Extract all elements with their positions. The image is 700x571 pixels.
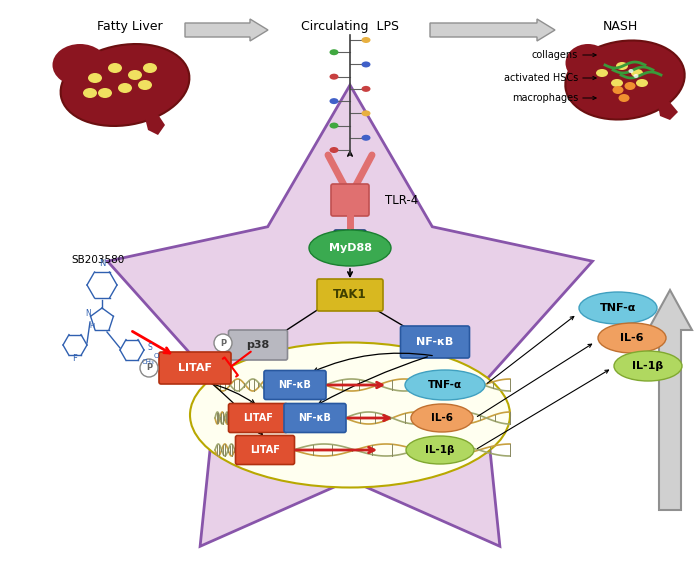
Ellipse shape — [52, 44, 108, 86]
Ellipse shape — [629, 69, 634, 73]
FancyBboxPatch shape — [228, 404, 288, 432]
FancyBboxPatch shape — [317, 279, 383, 311]
Ellipse shape — [214, 334, 232, 352]
Ellipse shape — [616, 62, 628, 70]
Text: LITAF: LITAF — [178, 363, 212, 373]
Ellipse shape — [614, 351, 682, 381]
Text: Circulating  LPS: Circulating LPS — [301, 20, 399, 33]
Ellipse shape — [624, 82, 636, 90]
Ellipse shape — [598, 323, 666, 353]
Text: p38: p38 — [246, 340, 270, 350]
Ellipse shape — [566, 44, 610, 82]
Ellipse shape — [190, 343, 510, 488]
Ellipse shape — [118, 83, 132, 93]
Ellipse shape — [361, 37, 370, 43]
Ellipse shape — [108, 63, 122, 73]
Text: TNF-α: TNF-α — [428, 380, 462, 390]
FancyArrow shape — [430, 19, 555, 41]
Text: MyD88: MyD88 — [328, 243, 372, 253]
Ellipse shape — [612, 86, 624, 94]
Ellipse shape — [143, 63, 157, 73]
Ellipse shape — [619, 94, 629, 102]
FancyBboxPatch shape — [331, 184, 369, 216]
Ellipse shape — [128, 70, 142, 80]
FancyBboxPatch shape — [400, 326, 470, 358]
Ellipse shape — [88, 73, 102, 83]
Ellipse shape — [361, 86, 370, 92]
Text: TAK1: TAK1 — [333, 288, 367, 301]
Ellipse shape — [61, 44, 190, 126]
Ellipse shape — [596, 69, 608, 77]
Text: NASH: NASH — [603, 20, 638, 33]
FancyBboxPatch shape — [334, 230, 350, 250]
Ellipse shape — [411, 404, 473, 432]
Text: LITAF: LITAF — [250, 445, 280, 455]
Ellipse shape — [330, 123, 339, 128]
Text: LITAF: LITAF — [243, 413, 273, 423]
Text: IL-6: IL-6 — [620, 333, 644, 343]
Text: TNF-α: TNF-α — [600, 303, 636, 313]
Text: collagens: collagens — [532, 50, 578, 60]
Ellipse shape — [361, 135, 370, 141]
Text: IL-1β: IL-1β — [632, 361, 664, 371]
Polygon shape — [108, 85, 592, 546]
Polygon shape — [145, 110, 165, 135]
Ellipse shape — [361, 110, 370, 116]
Text: Fatty Liver: Fatty Liver — [97, 20, 163, 33]
Text: N: N — [99, 259, 105, 268]
Ellipse shape — [138, 80, 152, 90]
Ellipse shape — [330, 98, 339, 104]
Ellipse shape — [566, 41, 685, 119]
Text: macrophages: macrophages — [512, 93, 578, 103]
FancyBboxPatch shape — [350, 230, 366, 250]
Ellipse shape — [330, 74, 339, 80]
Ellipse shape — [611, 79, 623, 87]
Text: NF-κB: NF-κB — [416, 337, 454, 347]
Text: NF-κB: NF-κB — [279, 380, 312, 390]
Ellipse shape — [405, 370, 485, 400]
FancyArrow shape — [185, 19, 268, 41]
FancyBboxPatch shape — [264, 371, 326, 400]
Ellipse shape — [330, 49, 339, 55]
Polygon shape — [658, 100, 678, 120]
Ellipse shape — [83, 88, 97, 98]
Ellipse shape — [631, 69, 643, 77]
Text: P: P — [146, 364, 152, 372]
Ellipse shape — [309, 230, 391, 266]
Ellipse shape — [406, 436, 474, 464]
FancyBboxPatch shape — [235, 436, 295, 464]
Ellipse shape — [98, 88, 112, 98]
FancyArrow shape — [648, 290, 692, 510]
Text: O: O — [154, 353, 160, 359]
Ellipse shape — [330, 147, 339, 153]
FancyBboxPatch shape — [228, 330, 288, 360]
Text: IL-1β: IL-1β — [426, 445, 455, 455]
Ellipse shape — [634, 74, 638, 78]
Ellipse shape — [579, 292, 657, 324]
Text: H: H — [90, 323, 95, 329]
Ellipse shape — [361, 62, 370, 67]
Text: NF-κB: NF-κB — [299, 413, 331, 423]
Text: P: P — [220, 339, 226, 348]
Ellipse shape — [636, 79, 648, 87]
Text: F: F — [73, 354, 78, 363]
Text: TLR-4: TLR-4 — [385, 194, 419, 207]
Text: SB203580: SB203580 — [71, 255, 125, 265]
FancyBboxPatch shape — [159, 352, 231, 384]
Text: CH₃: CH₃ — [142, 359, 155, 365]
Text: activated HSCs: activated HSCs — [504, 73, 578, 83]
Text: IL-6: IL-6 — [431, 413, 453, 423]
Ellipse shape — [140, 359, 158, 377]
FancyBboxPatch shape — [284, 404, 346, 432]
Text: S: S — [147, 343, 152, 352]
Text: N: N — [85, 309, 91, 318]
